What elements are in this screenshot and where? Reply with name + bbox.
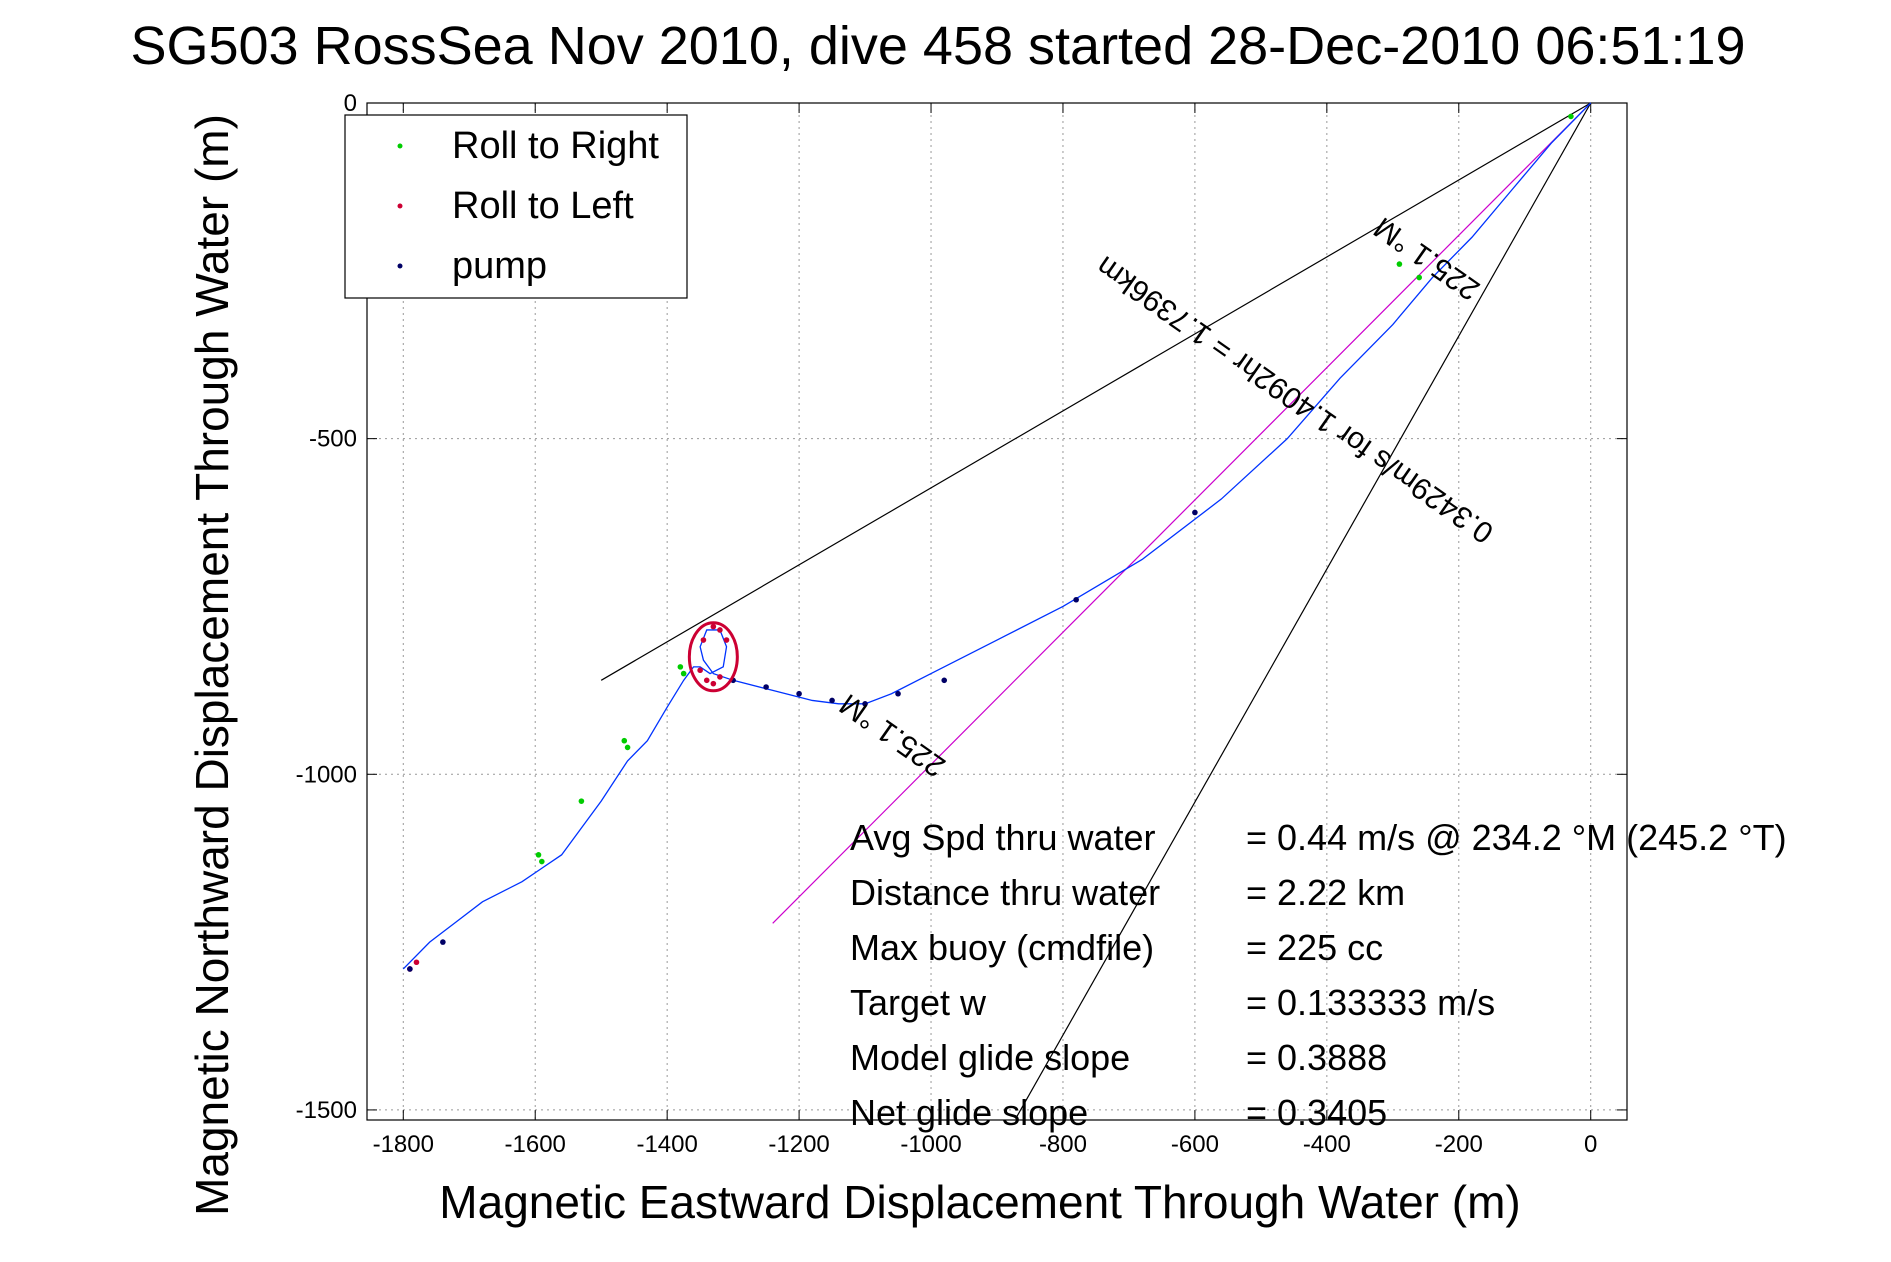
marker-point bbox=[941, 677, 948, 684]
guide-line-line bbox=[1016, 102, 1592, 1117]
marker-point bbox=[440, 939, 446, 945]
legend: Roll to Right Roll to Left pump bbox=[344, 114, 688, 299]
marker-point bbox=[535, 852, 542, 858]
marker-point bbox=[697, 667, 703, 674]
stat-value: = 0.133333 m/s bbox=[1246, 982, 1495, 1023]
x-tick-label: 0 bbox=[1584, 1131, 1597, 1158]
stat-value: = 2.22 km bbox=[1246, 872, 1405, 913]
marker-point bbox=[1073, 596, 1079, 603]
marker-point bbox=[1416, 274, 1422, 281]
marker-point bbox=[717, 627, 723, 633]
x-tick-label: -1600 bbox=[505, 1131, 566, 1158]
x-tick-label: -600 bbox=[1171, 1131, 1219, 1158]
stat-label: Net glide slope bbox=[850, 1092, 1088, 1133]
stat-value: = 0.3888 bbox=[1246, 1037, 1387, 1078]
track-lines bbox=[402, 102, 1592, 970]
marker-point bbox=[703, 677, 710, 684]
marker-point bbox=[700, 637, 707, 643]
x-tick-label: -200 bbox=[1435, 1131, 1483, 1158]
y-axis-label: Magnetic Northward Displacement Through … bbox=[186, 114, 238, 1216]
guide-line-line bbox=[600, 102, 1592, 681]
guide-lines bbox=[600, 102, 1592, 1117]
marker-point bbox=[763, 684, 769, 690]
legend-marker bbox=[397, 263, 403, 269]
legend-label: Roll to Left bbox=[452, 185, 634, 227]
chart-title: SG503 RossSea Nov 2010, dive 458 started… bbox=[130, 16, 1745, 76]
annotation-label: 0.3429m/s for 1.4092hr = 1.7396km bbox=[1091, 249, 1500, 549]
stat-label: Distance thru water bbox=[850, 872, 1160, 913]
x-axis-label: Magnetic Eastward Displacement Through W… bbox=[439, 1176, 1520, 1228]
y-tick-label: -1000 bbox=[296, 761, 357, 788]
legend-label: pump bbox=[452, 245, 547, 287]
y-tick-label: 0 bbox=[344, 90, 357, 117]
marker-point bbox=[710, 680, 717, 687]
annotation-label: 225.1 °M bbox=[1368, 210, 1486, 306]
marker-point bbox=[621, 737, 628, 744]
marker-point bbox=[624, 744, 631, 751]
roll-left-loop bbox=[687, 621, 739, 693]
axis-ticks: -1800 -1600 -1400 -1200 -1000 -800 -600 -400 -20… bbox=[296, 90, 1627, 1158]
marker-point bbox=[1568, 113, 1574, 120]
stat-label: Max buoy (cmdfile) bbox=[850, 927, 1154, 968]
stat-value: = 0.44 m/s @ 234.2 °M (245.2 °T) bbox=[1246, 817, 1787, 858]
marker-point bbox=[1192, 509, 1198, 516]
marker-point bbox=[895, 690, 901, 697]
x-tick-label: -1800 bbox=[373, 1131, 434, 1158]
x-tick-label: -800 bbox=[1039, 1131, 1087, 1158]
grid bbox=[367, 102, 1627, 1120]
legend-marker bbox=[397, 143, 403, 149]
marker-point bbox=[829, 697, 835, 704]
stat-label: Target w bbox=[850, 982, 987, 1023]
legend-marker bbox=[397, 203, 403, 209]
legend-label: Roll to Right bbox=[452, 125, 659, 167]
track-line bbox=[402, 102, 1592, 970]
stat-label: Avg Spd thru water bbox=[850, 817, 1156, 858]
marker-point bbox=[578, 798, 585, 804]
marker-point bbox=[680, 670, 687, 677]
marker-point bbox=[539, 858, 545, 865]
annotation-label: 225.1 °M bbox=[834, 687, 952, 783]
track-markers bbox=[407, 113, 1574, 972]
x-tick-label: -400 bbox=[1303, 1131, 1351, 1158]
marker-point bbox=[413, 959, 420, 966]
marker-point bbox=[862, 701, 868, 707]
annotations: 225.1 °M0.3429m/s for 1.4092hr = 1.7396k… bbox=[834, 210, 1500, 783]
y-tick-label: -500 bbox=[309, 426, 357, 453]
heading-line-line bbox=[772, 102, 1592, 924]
y-tick-label: -1500 bbox=[296, 1097, 357, 1124]
marker-point bbox=[796, 690, 802, 697]
stat-value: = 0.3405 bbox=[1246, 1092, 1387, 1133]
marker-point bbox=[723, 637, 730, 643]
plot-area-frame bbox=[366, 102, 1628, 1121]
marker-point bbox=[407, 966, 413, 972]
x-tick-label: -1200 bbox=[768, 1131, 829, 1158]
stat-value: = 225 cc bbox=[1246, 927, 1383, 968]
marker-point bbox=[1396, 261, 1403, 267]
stat-label: Model glide slope bbox=[850, 1037, 1130, 1078]
marker-point bbox=[710, 623, 717, 630]
x-tick-label: -1000 bbox=[900, 1131, 961, 1158]
x-tick-label: -1400 bbox=[636, 1131, 697, 1158]
stats-block: Avg Spd thru water = 0.44 m/s @ 234.2 °M … bbox=[850, 817, 1787, 1133]
marker-point bbox=[717, 674, 723, 680]
marker-point bbox=[677, 664, 684, 670]
legend-entries: Roll to Right Roll to Left pump bbox=[397, 125, 659, 287]
